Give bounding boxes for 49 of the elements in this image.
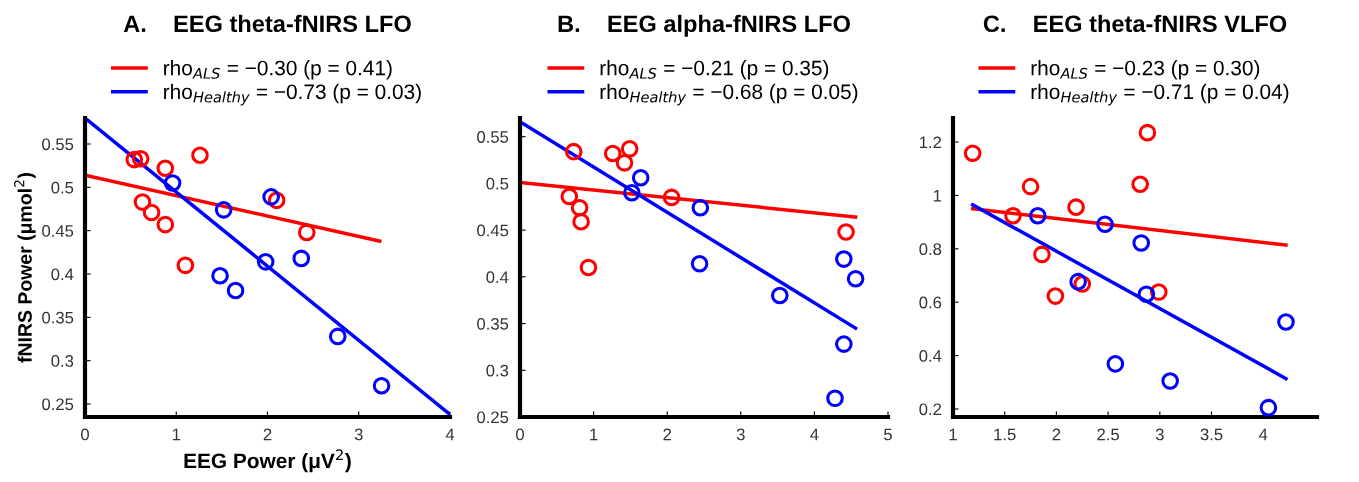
x-tick-label: 0	[516, 428, 524, 441]
legend-label: rho$_{ALS}$ = −0.30 (p = 0.41)	[164, 60, 392, 80]
y-tick-label: 0.6	[919, 296, 942, 309]
x-tick-label: 4	[445, 428, 455, 441]
y-tick-label: 0.35	[477, 317, 509, 330]
y-tick-label: 0.45	[477, 224, 509, 237]
x-tick-label: 1	[590, 428, 598, 441]
x-tick-label: 1.5	[994, 428, 1016, 441]
y-tick-label: 0.45	[42, 225, 74, 237]
legend-label: rho$_{Healthy}$ = −0.73 (p = 0.03)	[164, 83, 421, 106]
y-tick-label: 0.3	[51, 355, 74, 367]
x-tick-label: 4	[1258, 428, 1268, 441]
x-tick-label: 3	[354, 428, 363, 441]
y-tick-label: 0.4	[919, 350, 942, 362]
y-tick-label: 1	[933, 189, 942, 202]
legend-label: rho$_{Healthy}$ = −0.71 (p = 0.04)	[1031, 83, 1289, 106]
x-tick-label: 1	[949, 428, 957, 441]
legend-label: rho$_{ALS}$ = −0.21 (p = 0.35)	[600, 60, 829, 80]
legend-label: rho$_{ALS}$ = −0.23 (p = 0.30)	[1031, 60, 1260, 80]
y-tick-label: 0.5	[486, 177, 509, 190]
x-tick-label: 3	[736, 428, 745, 441]
chart-title: B. EEG alpha-fNIRS LFO	[558, 14, 850, 37]
y-tick-label: 0.55	[477, 131, 509, 143]
x-tick-label: 3.5	[1200, 428, 1223, 441]
y-tick-label: 0.55	[42, 138, 74, 151]
x-tick-label: 2.5	[1097, 428, 1119, 441]
chart-title: C. EEG theta-fNIRS VLFO	[983, 14, 1287, 33]
y-tick-label: 0.5	[51, 181, 74, 194]
x-tick-label: 4	[810, 428, 819, 441]
y-tick-label: 1.2	[919, 136, 942, 149]
y-tick-label: 0.4	[51, 268, 74, 281]
x-tick-label: 3	[1155, 428, 1164, 441]
y-tick-label: 0.8	[919, 243, 942, 256]
y-tick-label: 0.2	[919, 403, 942, 416]
y-tick-label: 0.25	[477, 411, 509, 424]
x-tick-label: 2	[263, 428, 272, 441]
x-tick-label: 2	[663, 428, 671, 441]
y-tick-label: 0.3	[486, 364, 509, 377]
y-tick-label: 0.4	[486, 271, 509, 284]
y-tick-label: 0.35	[42, 311, 74, 324]
chart-title: A. EEG theta-fNIRS LFO	[123, 14, 411, 33]
y-tick-label: 0.25	[42, 398, 74, 411]
x-tick-label: 1	[172, 428, 181, 441]
x-tick-label: 2	[1052, 428, 1061, 441]
legend-label: rho$_{Healthy}$ = −0.68 (p = 0.05)	[600, 83, 858, 106]
x-tick-label: 5	[884, 428, 892, 441]
y-axis-title: fNIRS Power (μmol$^{2}$)	[14, 173, 36, 363]
x-axis-title: EEG Power (μV$^{2}$)	[184, 449, 351, 473]
x-tick-label: 0	[81, 428, 89, 441]
